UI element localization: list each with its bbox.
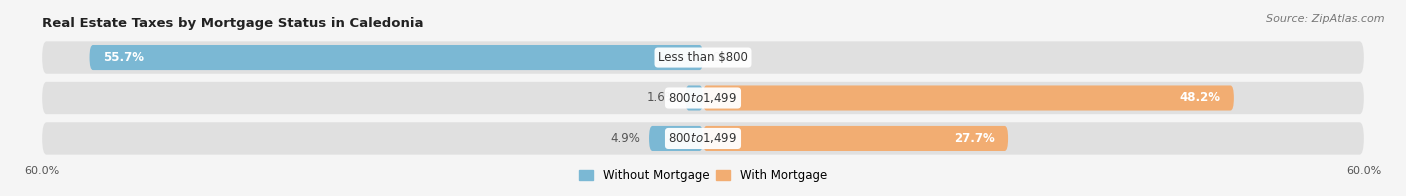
FancyBboxPatch shape xyxy=(42,122,1364,155)
FancyBboxPatch shape xyxy=(703,126,1008,151)
FancyBboxPatch shape xyxy=(703,85,1234,111)
Text: Less than $800: Less than $800 xyxy=(658,51,748,64)
Text: 55.7%: 55.7% xyxy=(103,51,143,64)
Text: Source: ZipAtlas.com: Source: ZipAtlas.com xyxy=(1267,14,1385,24)
FancyBboxPatch shape xyxy=(90,45,703,70)
FancyBboxPatch shape xyxy=(650,126,703,151)
Text: $800 to $1,499: $800 to $1,499 xyxy=(668,91,738,105)
Text: $800 to $1,499: $800 to $1,499 xyxy=(668,132,738,145)
Text: 4.9%: 4.9% xyxy=(610,132,640,145)
FancyBboxPatch shape xyxy=(42,41,1364,74)
Text: Real Estate Taxes by Mortgage Status in Caledonia: Real Estate Taxes by Mortgage Status in … xyxy=(42,17,423,30)
FancyBboxPatch shape xyxy=(42,82,1364,114)
Text: 0.0%: 0.0% xyxy=(711,51,741,64)
Text: 48.2%: 48.2% xyxy=(1180,92,1220,104)
FancyBboxPatch shape xyxy=(685,85,703,111)
Text: 1.6%: 1.6% xyxy=(647,92,676,104)
Text: 27.7%: 27.7% xyxy=(955,132,995,145)
Legend: Without Mortgage, With Mortgage: Without Mortgage, With Mortgage xyxy=(579,169,827,182)
